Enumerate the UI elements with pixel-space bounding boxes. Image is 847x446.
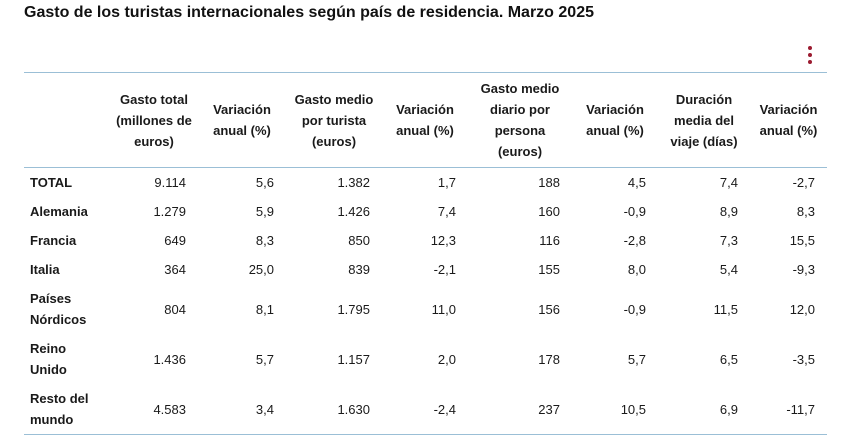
table-row: Reino Unido 1.436 5,7 1.157 2,0 178 5,7 … bbox=[24, 334, 827, 384]
column-header-country bbox=[24, 72, 110, 168]
table-cell: 8,1 bbox=[255, 301, 274, 317]
table-cell: 12,3 bbox=[430, 233, 456, 248]
table-cell: 649 bbox=[164, 233, 186, 248]
row-label: Reino Unido bbox=[30, 341, 67, 377]
table-header-row: Gasto total (millones de euros) Variació… bbox=[24, 72, 827, 168]
table-cell: 156 bbox=[538, 301, 560, 317]
table-cell: 160 bbox=[538, 204, 560, 219]
column-header-total-spending: Gasto total (millones de euros) bbox=[110, 72, 198, 168]
table-row: Alemania 1.279 5,9 1.426 7,4 160 -0,9 8,… bbox=[24, 197, 827, 226]
table-cell: 8,3 bbox=[255, 233, 274, 248]
table-cell: 7,4 bbox=[719, 175, 738, 190]
table-cell: 1.436 bbox=[153, 351, 186, 367]
column-header-annual-change: Variación anual (%) bbox=[198, 72, 286, 168]
table-cell: 1,7 bbox=[437, 175, 456, 190]
table-cell: -2,7 bbox=[792, 175, 815, 190]
row-label: Resto del mundo bbox=[24, 384, 110, 435]
table-cell: 155 bbox=[538, 262, 560, 277]
column-header-avg-trip-duration: Duración media del viaje (días) bbox=[658, 72, 750, 168]
vertical-ellipsis-icon bbox=[808, 53, 812, 57]
row-label: Países Nórdicos bbox=[30, 291, 87, 327]
table-cell: 1.795 bbox=[337, 301, 370, 317]
table-cell: 6,9 bbox=[658, 384, 750, 435]
column-header-annual-change: Variación anual (%) bbox=[572, 72, 658, 168]
table-cell: 178 bbox=[538, 351, 560, 367]
row-label: TOTAL bbox=[30, 175, 73, 190]
table-cell: -2,1 bbox=[433, 262, 456, 277]
table-cell: -9,3 bbox=[792, 262, 815, 277]
table-cell: 6,5 bbox=[719, 351, 738, 367]
table-cell: 1.157 bbox=[337, 351, 370, 367]
table-cell: 839 bbox=[348, 262, 370, 277]
table-cell: 11,5 bbox=[713, 301, 738, 317]
table-cell: 5,4 bbox=[719, 262, 738, 277]
table-cell: -0,9 bbox=[623, 301, 646, 317]
table-cell: -2,8 bbox=[623, 233, 646, 248]
table-cell: 1.382 bbox=[337, 175, 370, 190]
tourist-spending-table: Gasto total (millones de euros) Variació… bbox=[24, 72, 827, 435]
table-cell: 7,4 bbox=[437, 204, 456, 219]
column-header-avg-spending-per-tourist: Gasto medio por turista (euros) bbox=[286, 72, 382, 168]
table-cell: 25,0 bbox=[248, 262, 274, 277]
table-cell: 804 bbox=[164, 301, 186, 317]
table-cell: 15,5 bbox=[789, 233, 815, 248]
table-cell: 1.279 bbox=[153, 204, 186, 219]
table-cell: -11,7 bbox=[750, 384, 827, 435]
table-cell: 3,4 bbox=[198, 384, 286, 435]
table-cell: 188 bbox=[538, 175, 560, 190]
table-row: TOTAL 9.114 5,6 1.382 1,7 188 4,5 7,4 -2… bbox=[24, 168, 827, 198]
table-cell: 8,3 bbox=[796, 204, 815, 219]
column-header-annual-change: Variación anual (%) bbox=[382, 72, 468, 168]
vertical-ellipsis-icon bbox=[808, 60, 812, 64]
table-cell: 5,7 bbox=[255, 351, 274, 367]
more-options-menu[interactable] bbox=[806, 46, 814, 64]
table-cell: 4.583 bbox=[110, 384, 198, 435]
table-cell: 116 bbox=[539, 233, 560, 248]
table-cell: 1.630 bbox=[286, 384, 382, 435]
table-cell: 11,0 bbox=[431, 301, 456, 317]
table-cell: 12,0 bbox=[789, 301, 815, 317]
table-cell: 9.114 bbox=[154, 175, 186, 190]
row-label: Alemania bbox=[30, 204, 88, 219]
row-label: Francia bbox=[30, 233, 77, 248]
table-cell: 7,3 bbox=[719, 233, 738, 248]
vertical-ellipsis-icon bbox=[808, 46, 812, 50]
table-row: Francia 649 8,3 850 12,3 116 -2,8 7,3 15… bbox=[24, 226, 827, 255]
column-header-avg-daily-spending: Gasto medio diario por persona (euros) bbox=[468, 72, 572, 168]
table-row: Países Nórdicos 804 8,1 1.795 11,0 156 -… bbox=[24, 284, 827, 334]
row-label: Italia bbox=[30, 262, 60, 277]
table-cell: 364 bbox=[164, 262, 186, 277]
table-cell: 8,0 bbox=[627, 262, 646, 277]
table-cell: 5,6 bbox=[255, 175, 274, 190]
table-cell: 2,0 bbox=[437, 351, 456, 367]
table-cell: -0,9 bbox=[623, 204, 646, 219]
table-cell: 5,9 bbox=[255, 204, 274, 219]
column-header-annual-change: Variación anual (%) bbox=[750, 72, 827, 168]
table-row: Italia 364 25,0 839 -2,1 155 8,0 5,4 -9,… bbox=[24, 255, 827, 284]
table-cell: 8,9 bbox=[719, 204, 738, 219]
table-cell: 4,5 bbox=[627, 175, 646, 190]
table-cell: 237 bbox=[468, 384, 572, 435]
table-row: Resto del mundo 4.583 3,4 1.630 -2,4 237… bbox=[24, 384, 827, 435]
page-title: Gasto de los turistas internacionales se… bbox=[24, 4, 594, 21]
table-cell: -3,5 bbox=[792, 351, 815, 367]
table-cell: 10,5 bbox=[572, 384, 658, 435]
table-cell: 850 bbox=[348, 233, 370, 248]
table-cell: 1.426 bbox=[337, 204, 370, 219]
table-cell: -2,4 bbox=[382, 384, 468, 435]
table-cell: 5,7 bbox=[627, 351, 646, 367]
